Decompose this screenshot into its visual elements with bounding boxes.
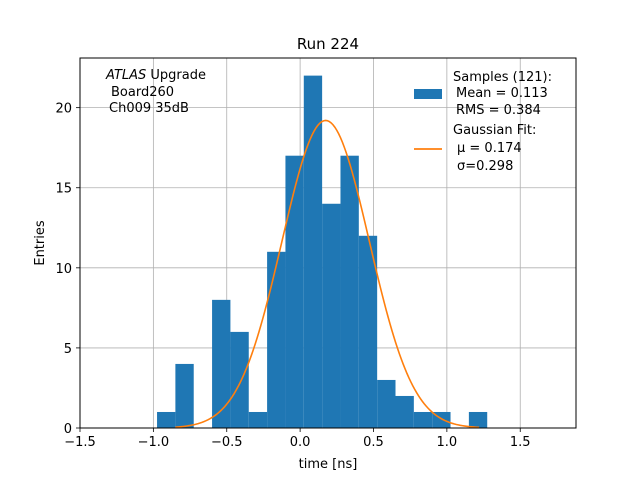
legend-sigma-label: σ=0.298	[457, 159, 513, 174]
x-axis-label: time [ns]	[299, 457, 358, 472]
histogram-bar	[377, 379, 396, 428]
legend: Samples (121): Mean = 0.113 RMS = 0.384 …	[414, 70, 552, 174]
x-tick-label: −0.5	[211, 435, 243, 450]
histogram-bar	[413, 411, 433, 428]
plot-frame	[79, 57, 577, 429]
legend-mu-label: μ = 0.174	[457, 141, 522, 156]
axis-ticks: −1.5 −1.0 −0.5 0.0 0.5 1.0 1.5 0 5 10 15 20	[55, 102, 530, 450]
legend-histogram-swatch	[414, 89, 442, 99]
histogram-bar	[285, 155, 304, 428]
x-tick-label: 1.0	[437, 435, 458, 450]
histogram-bar	[267, 251, 286, 428]
histogram-bar	[157, 411, 176, 428]
x-tick-label: 1.5	[510, 435, 531, 450]
histogram-bar	[395, 395, 414, 428]
annotation-line-1: ATLAS Upgrade	[105, 68, 206, 83]
y-tick-label: 20	[55, 102, 72, 117]
histogram-bar	[212, 299, 231, 428]
y-tick-label: 15	[55, 182, 72, 197]
y-axis-label: Entries	[33, 220, 48, 266]
histogram-bar	[175, 363, 194, 428]
legend-fit-label: Gaussian Fit:	[453, 123, 536, 138]
x-tick-label: −1.0	[138, 435, 170, 450]
gaussian-fit	[175, 119, 480, 429]
histogram-bar	[248, 411, 268, 428]
histogram-bar	[468, 411, 488, 428]
annotation-line-2: Board260	[111, 85, 174, 100]
legend-mean-label: Mean = 0.113	[456, 86, 548, 101]
annotation-line-3: Ch009 35dB	[109, 101, 189, 116]
annotation-atlas-word: ATLAS	[105, 68, 146, 83]
y-tick-label: 0	[64, 422, 72, 437]
legend-histogram-label: Samples (121):	[453, 70, 552, 85]
histogram-bar	[303, 75, 323, 428]
x-tick-label: 0.5	[363, 435, 384, 450]
atlas-annotation: ATLAS Upgrade Board260 Ch009 35dB	[105, 68, 206, 116]
y-tick-label: 5	[64, 342, 72, 357]
histogram-bar	[358, 235, 378, 428]
legend-rms-label: RMS = 0.384	[456, 103, 541, 118]
y-tick-label: 10	[55, 262, 72, 277]
x-tick-label: −1.5	[64, 435, 96, 450]
x-tick-label: 0.0	[290, 435, 311, 450]
histogram-bar	[340, 155, 359, 428]
histogram-bar	[322, 203, 341, 428]
gaussian-fit-curve	[175, 119, 480, 429]
annotation-upgrade-word: Upgrade	[146, 68, 206, 83]
histogram-bar	[230, 331, 249, 428]
chart-title: Run 224	[297, 35, 359, 53]
